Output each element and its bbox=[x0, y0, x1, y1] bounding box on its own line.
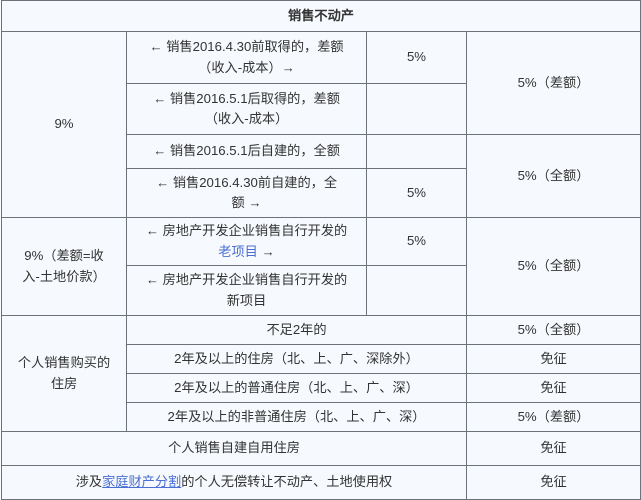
description-prefix: ← 房地产开发企业销售自行开发的 bbox=[145, 272, 348, 288]
condition-cell: 不足2年的 bbox=[126, 315, 467, 345]
family-property-split-link[interactable]: 家庭财产分割 bbox=[102, 474, 182, 490]
category-cell-personal-purchase: 个人销售购买的 住房 bbox=[1, 315, 127, 432]
table-row: ← 销售2016.5.1后自建的，全额 5%（全额） bbox=[2, 134, 641, 218]
table-row: 个人销售自建自用住房 免征 bbox=[1, 431, 641, 466]
result-cell: 5%（全额） bbox=[466, 315, 641, 345]
result-cell: 免征 bbox=[466, 373, 641, 403]
description-line-1: ← 销售2016.5.1后取得的，差额 bbox=[153, 90, 340, 106]
condition-cell-self-built: 个人销售自建自用住房 bbox=[1, 431, 467, 466]
description-line-2: （收入-成本）→ bbox=[198, 59, 295, 75]
description-line-2: 额 → bbox=[231, 195, 262, 210]
rate-cell-group2: 9%（差额=收 入-土地价款） bbox=[1, 217, 127, 316]
small-rate-cell bbox=[366, 265, 467, 316]
result-cell: 免征 bbox=[466, 344, 641, 374]
condition-cell: 2年及以上的住房（北、上、广、深除外） bbox=[126, 344, 467, 374]
table-row: 9% ← 销售2016.4.30前取得的，差额 （收入-成本）→ 5% 5%（差… bbox=[1, 31, 641, 218]
rate-line-2: 入-土地价款） bbox=[22, 268, 106, 284]
table-row: 个人销售购买的 住房 不足2年的 5%（全额） bbox=[1, 315, 641, 432]
result-cell: 5%（全额） bbox=[466, 134, 641, 218]
description-cell: ← 房地产开发企业销售自行开发的 老项目 → bbox=[126, 217, 367, 266]
condition-prefix: 涉及 bbox=[75, 474, 103, 490]
small-rate-cell bbox=[366, 83, 467, 135]
result-cell: 5%（差额） bbox=[466, 402, 641, 432]
condition-cell-family-split: 涉及家庭财产分割的个人无偿转让不动产、土地使用权 bbox=[1, 465, 467, 500]
description-suffix: → bbox=[257, 243, 275, 259]
table-row: ← 房地产开发企业销售自行开发的 新项目 bbox=[2, 265, 641, 316]
result-cell: 免征 bbox=[466, 465, 641, 500]
description-cell: ← 销售2016.5.1后自建的，全额 bbox=[126, 134, 367, 169]
category-line-1: 个人销售购买的 bbox=[17, 355, 111, 371]
description-line-1: ← 销售2016.4.30前自建的，全 bbox=[155, 174, 338, 190]
table-row: ← 销售2016.5.1后取得的，差额 （收入-成本） bbox=[2, 83, 641, 135]
table-row: 2年及以上的住房（北、上、广、深除外） 免征 bbox=[2, 344, 641, 374]
result-cell: 5%（差额） bbox=[466, 31, 641, 135]
table-row: ← 销售2016.4.30前自建的，全 额 → 5% bbox=[2, 168, 641, 218]
description-suffix: 新项目 bbox=[226, 292, 267, 308]
description-cell: ← 销售2016.4.30前取得的，差额 （收入-成本）→ bbox=[126, 31, 367, 84]
small-rate-cell: 5% bbox=[366, 168, 467, 218]
condition-cell: 2年及以上的非普通住房（北、上、广、深） bbox=[126, 402, 467, 432]
description-cell: ← 房地产开发企业销售自行开发的 新项目 bbox=[126, 265, 367, 316]
old-project-link[interactable]: 老项目 bbox=[218, 243, 258, 259]
small-rate-cell: 5% bbox=[366, 217, 467, 266]
category-line-2: 住房 bbox=[50, 375, 78, 391]
condition-suffix: 的个人无偿转让不动产、土地使用权 bbox=[181, 474, 393, 490]
condition-cell: 2年及以上的普通住房（北、上、广、深） bbox=[126, 373, 467, 403]
table-row: 2年及以上的普通住房（北、上、广、深） 免征 bbox=[2, 373, 641, 403]
description-line-2: （收入-成本） bbox=[204, 111, 289, 126]
description-cell: ← 销售2016.5.1后取得的，差额 （收入-成本） bbox=[126, 83, 367, 135]
rate-cell-group1: 9% bbox=[1, 31, 127, 218]
table-row: 2年及以上的非普通住房（北、上、广、深） 5%（差额） bbox=[2, 402, 641, 432]
table-header-row: 销售不动产 bbox=[1, 0, 641, 32]
table-row: 9%（差额=收 入-土地价款） ← 房地产开发企业销售自行开发的 老项目 → 5… bbox=[1, 217, 641, 316]
table-row: 涉及家庭财产分割的个人无偿转让不动产、土地使用权 免征 bbox=[1, 465, 641, 500]
description-line-1: ← 销售2016.5.1后自建的，全额 bbox=[153, 143, 340, 159]
result-cell: 5%（全额） bbox=[466, 217, 641, 316]
description-cell: ← 销售2016.4.30前自建的，全 额 → bbox=[126, 168, 367, 218]
section-title: 销售不动产 bbox=[1, 0, 641, 32]
description-prefix: ← 房地产开发企业销售自行开发的 bbox=[145, 223, 348, 239]
description-line-1: ← 销售2016.4.30前取得的，差额 bbox=[149, 39, 344, 55]
small-rate-cell: 5% bbox=[366, 31, 467, 84]
rate-line-1: 9%（差额=收 bbox=[24, 248, 104, 264]
small-rate-cell bbox=[366, 134, 467, 169]
result-cell: 免征 bbox=[466, 431, 641, 466]
